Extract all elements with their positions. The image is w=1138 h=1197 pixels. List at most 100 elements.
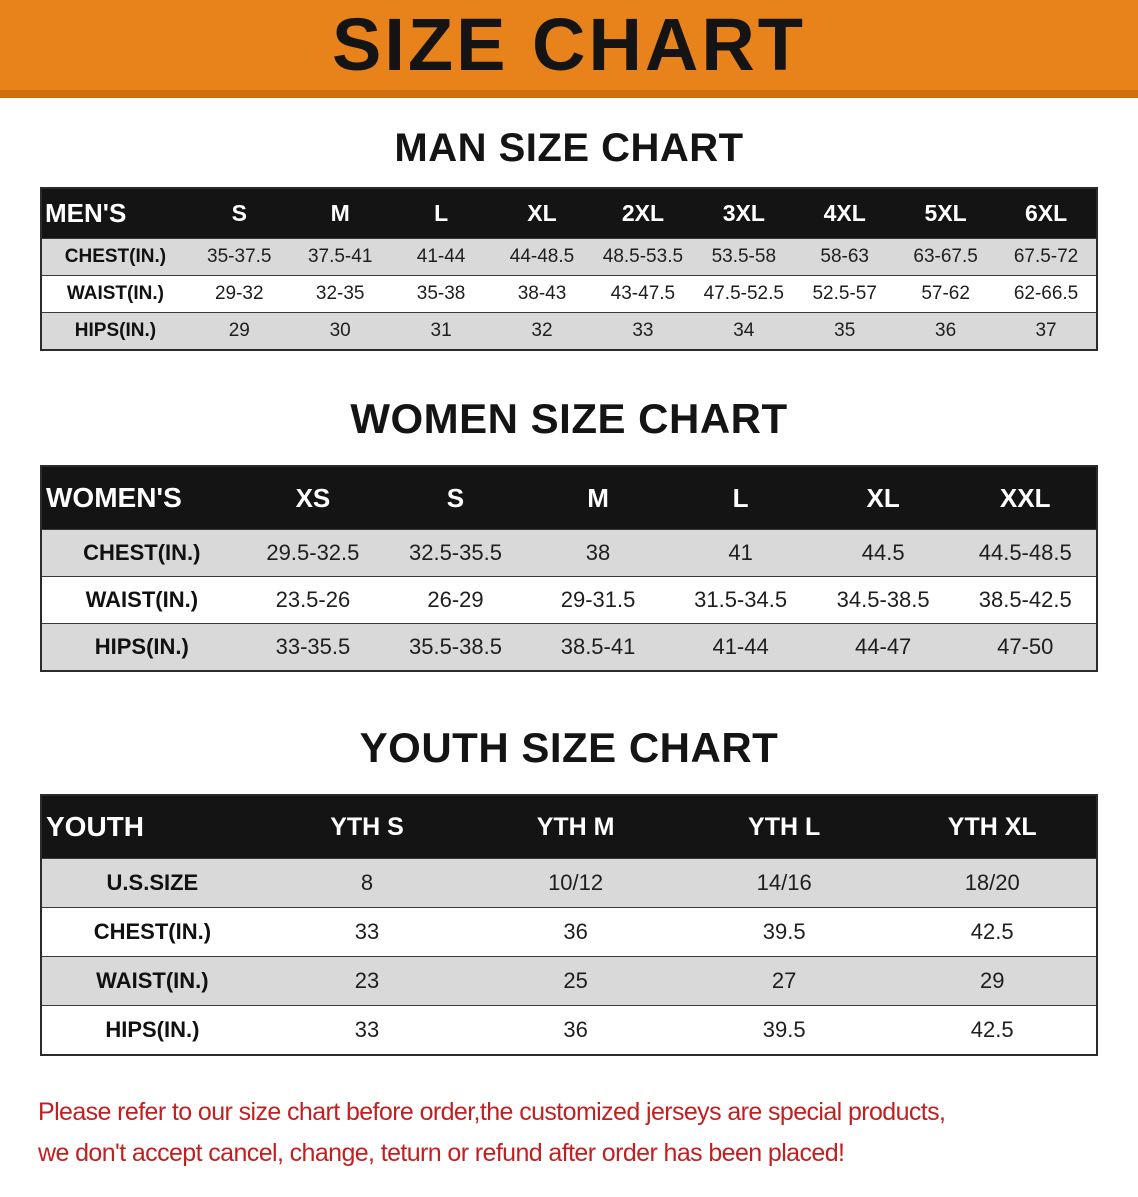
size-header-cell: L	[669, 466, 812, 530]
table-row: U.S.SIZE 8 10/12 14/16 18/20	[41, 858, 1097, 908]
value-cell: 35-38	[416, 283, 466, 304]
youth-size-chart-section: YOUTH SIZE CHART YOUTH YTH S YTH M YTH L YTH …	[0, 724, 1138, 1056]
value-cell: 41	[728, 540, 753, 565]
value-cell: 41-44	[712, 634, 769, 659]
size-header-cell: S	[188, 188, 290, 239]
table-title-cell: YOUTH	[41, 795, 263, 859]
measurement-label: WAIST(IN.)	[85, 587, 199, 612]
value-cell: 38.5-42.5	[978, 587, 1072, 612]
table-row: CHEST(IN.) 35-37.5 37.5-41 41-44 44-48.5 48.5…	[41, 238, 1097, 276]
value-cell: 35.5-38.5	[408, 634, 502, 659]
measurement-label: WAIST(IN.)	[96, 968, 209, 993]
value-cell: 32	[531, 320, 553, 341]
value-cell: 41-44	[416, 246, 466, 267]
size-header-cell: M	[289, 188, 391, 239]
table-row: HIPS(IN.) 33-35.5 35.5-38.5 38.5-41 41-44 44-…	[41, 623, 1097, 671]
table-row: WAIST(IN.) 23 25 27 29	[41, 956, 1097, 1006]
measurement-label: WAIST(IN.)	[66, 283, 164, 304]
header-row: WOMEN'S XS S M L XL XXL	[41, 466, 1097, 530]
size-header-cell: 2XL	[592, 188, 694, 239]
value-cell: 43-47.5	[610, 283, 676, 304]
value-cell: 44.5-48.5	[978, 540, 1072, 565]
value-cell: 29	[979, 968, 1005, 993]
table-row: HIPS(IN.) 33 36 39.5 42.5	[41, 1005, 1097, 1055]
men-size-chart-section: MAN SIZE CHART MEN'S S M L XL 2XL 3XL 4XL 5XL 6XL C…	[0, 126, 1138, 351]
value-cell: 37.5-41	[307, 246, 373, 267]
value-cell: 37	[1035, 320, 1057, 341]
value-cell: 38.5-41	[560, 634, 636, 659]
value-cell: 29-31.5	[560, 587, 636, 612]
disclaimer: Please refer to our size chart before or…	[38, 1092, 1100, 1175]
value-cell: 29-32	[214, 283, 264, 304]
value-cell: 34	[733, 320, 755, 341]
value-cell: 8	[360, 870, 374, 895]
measurement-label: HIPS(IN.)	[105, 1017, 200, 1042]
value-cell: 44.5	[861, 540, 905, 565]
value-cell: 36	[935, 320, 957, 341]
size-header-cell: 6XL	[996, 188, 1097, 239]
value-cell: 42.5	[970, 919, 1014, 944]
value-cell: 29	[228, 320, 250, 341]
value-cell: 53.5-58	[711, 246, 777, 267]
value-cell: 33	[632, 320, 654, 341]
size-header-cell: YTH L	[679, 795, 889, 859]
value-cell: 58-63	[820, 246, 870, 267]
size-header-cell: S	[384, 466, 527, 530]
header-row: YOUTH YTH S YTH M YTH L YTH XL	[41, 795, 1097, 859]
men-chart-heading: MAN SIZE CHART	[394, 126, 744, 170]
size-header-cell: XL	[491, 188, 593, 239]
size-header-cell: XL	[811, 466, 955, 530]
women-chart-heading: WOMEN SIZE CHART	[350, 395, 788, 442]
value-cell: 47-50	[997, 634, 1054, 659]
value-cell: 35	[834, 320, 856, 341]
size-header-cell: YTH M	[471, 795, 680, 859]
value-cell: 31	[430, 320, 452, 341]
page-title: SIZE CHART	[332, 3, 806, 86]
women-size-table: WOMEN'S XS S M L XL XXL CHEST(IN.) 29.5-32.5 32.5…	[40, 465, 1098, 672]
header-row: MEN'S S M L XL 2XL 3XL 4XL 5XL 6XL	[41, 188, 1097, 239]
size-header-cell: L	[390, 188, 492, 239]
value-cell: 33	[354, 919, 380, 944]
value-cell: 34.5-38.5	[836, 587, 930, 612]
value-cell: 32.5-35.5	[408, 540, 502, 565]
measurement-label: HIPS(IN.)	[74, 320, 157, 341]
value-cell: 29.5-32.5	[266, 540, 360, 565]
value-cell: 35-37.5	[207, 246, 272, 267]
value-cell: 33-35.5	[275, 634, 351, 659]
value-cell: 31.5-34.5	[694, 587, 788, 612]
table-title-cell: MEN'S	[41, 188, 189, 239]
measurement-label: CHEST(IN.)	[83, 540, 201, 565]
measurement-label: CHEST(IN.)	[93, 919, 212, 944]
value-cell: 27	[771, 968, 797, 993]
value-cell: 23.5-26	[275, 587, 351, 612]
table-title-cell: WOMEN'S	[41, 466, 242, 530]
size-header-cell: YTH XL	[888, 795, 1097, 859]
value-cell: 62-66.5	[1013, 283, 1079, 304]
value-cell: 57-62	[921, 283, 970, 304]
value-cell: 39.5	[762, 1017, 806, 1042]
value-cell: 36	[563, 919, 588, 944]
disclaimer-line-1: Please refer to our size chart before or…	[38, 1098, 946, 1126]
table-row: WAIST(IN.) 23.5-26 26-29 29-31.5 31.5-34.5 34…	[41, 576, 1097, 624]
value-cell: 18/20	[964, 870, 1020, 895]
size-header-cell: XXL	[954, 466, 1097, 530]
table-row: WAIST(IN.) 29-32 32-35 35-38 38-43 43-47.5 47.…	[41, 275, 1097, 313]
size-header-cell: M	[526, 466, 670, 530]
disclaimer-line-2: we don't accept cancel, change, teturn o…	[38, 1139, 845, 1168]
value-cell: 10/12	[548, 870, 604, 895]
value-cell: 67.5-72	[1013, 246, 1079, 267]
size-header-cell: YTH S	[262, 795, 472, 859]
youth-chart-heading: YOUTH SIZE CHART	[359, 724, 779, 771]
value-cell: 30	[329, 320, 351, 341]
value-cell: 44-47	[855, 634, 912, 659]
value-cell: 36	[563, 1017, 588, 1042]
value-cell: 33	[354, 1017, 380, 1042]
women-size-chart-section: WOMEN SIZE CHART WOMEN'S XS S M L XL XXL CHEST(I…	[0, 395, 1138, 672]
value-cell: 39.5	[762, 919, 806, 944]
size-header-cell: 4XL	[794, 188, 896, 239]
measurement-label: U.S.SIZE	[106, 870, 199, 895]
table-row: CHEST(IN.) 33 36 39.5 42.5	[41, 907, 1097, 957]
men-size-table: MEN'S S M L XL 2XL 3XL 4XL 5XL 6XL CHEST(IN.) 35-37…	[40, 187, 1098, 351]
value-cell: 38-43	[517, 283, 567, 304]
value-cell: 14/16	[756, 870, 812, 895]
